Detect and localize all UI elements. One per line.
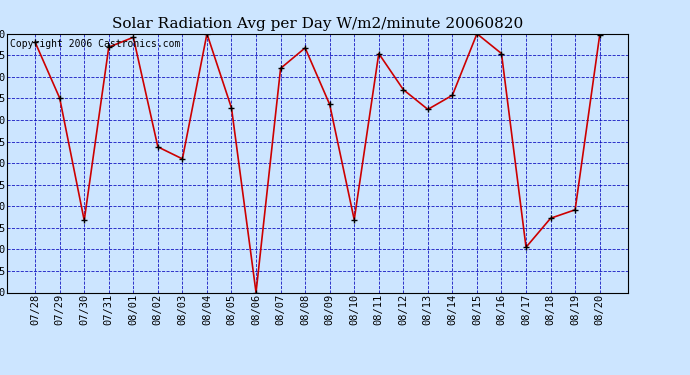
Title: Solar Radiation Avg per Day W/m2/minute 20060820: Solar Radiation Avg per Day W/m2/minute … [112,17,523,31]
Text: Copyright 2006 Castronics.com: Copyright 2006 Castronics.com [10,39,180,49]
